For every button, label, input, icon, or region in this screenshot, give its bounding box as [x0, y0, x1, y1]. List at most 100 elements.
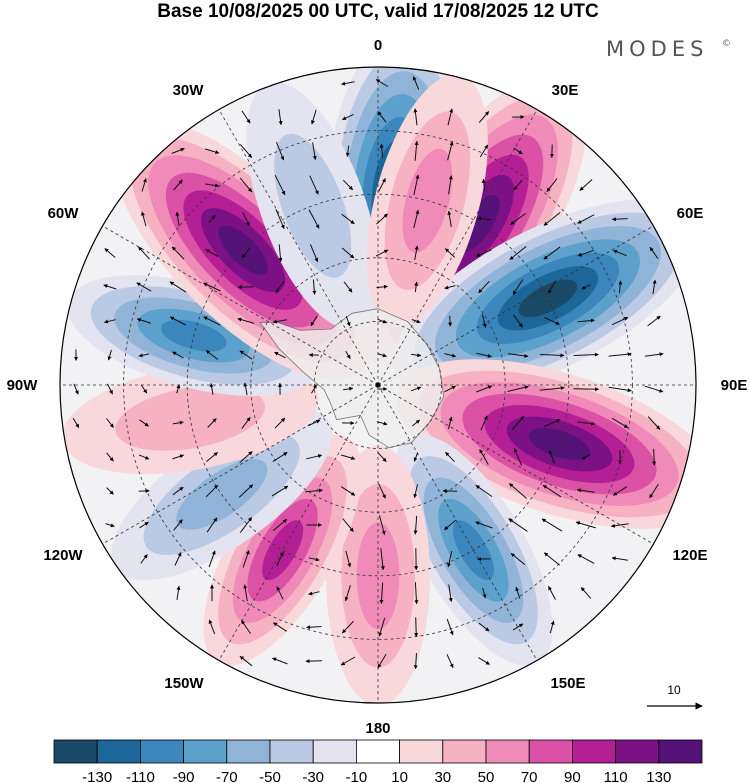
wind-vector: [138, 454, 150, 460]
wind-vector: [444, 248, 456, 258]
wind-vector: [580, 587, 592, 599]
wind-vector: [203, 282, 221, 292]
wind-vector: [577, 318, 595, 323]
wind-vector: [345, 550, 352, 568]
colorbar-swatch: [528, 739, 573, 764]
wind-vector: [240, 620, 252, 634]
wind-vector: [243, 382, 248, 396]
wind-vector: [341, 247, 355, 259]
wind-vector: [278, 244, 283, 262]
wind-vector: [274, 351, 286, 359]
wind-vector: [444, 353, 457, 358]
wind-vector: [169, 316, 186, 326]
wind-vector: [310, 315, 318, 327]
longitude-labels: 0 30W 30E 60W 60E 90W 90E 120W 120E 150W…: [7, 37, 748, 737]
wind-vector: [508, 518, 528, 532]
wind-vector: [539, 386, 565, 391]
wind-vector: [512, 623, 524, 631]
wind-vector: [410, 386, 422, 392]
wind-vector: [341, 620, 355, 634]
wind-vector: [341, 213, 355, 225]
wind-vector: [136, 318, 151, 324]
brand-copyright-mark: ©: [722, 39, 731, 49]
wind-vector: [241, 417, 251, 429]
colorbar-swatch: [183, 739, 228, 764]
wind-vector: [377, 353, 387, 358]
wind-vector: [513, 448, 523, 466]
wind-vector: [482, 587, 487, 599]
wind-vector: [107, 349, 112, 361]
anomaly-lobe: [396, 359, 696, 529]
wind-vector: [414, 140, 419, 161]
lon-label-90w: 90W: [7, 377, 39, 394]
anomaly-contour-band: [518, 279, 578, 318]
wind-vector: [644, 352, 664, 357]
wind-vector: [611, 556, 628, 561]
wind-vector: [513, 314, 523, 328]
wind-vector: [476, 352, 492, 358]
wind-vector: [278, 109, 283, 126]
wind-vector: [104, 248, 116, 258]
wind-vector: [273, 622, 287, 632]
wind-vector: [345, 145, 350, 157]
wind-vector: [173, 179, 183, 191]
wind-vector: [343, 386, 354, 391]
wind-vector: [171, 147, 185, 154]
wind-vector: [611, 217, 628, 222]
wind-vector: [206, 452, 218, 462]
wind-vector: [375, 249, 389, 257]
wind-vector: [312, 142, 317, 160]
wind-vector: [106, 487, 114, 495]
wind-vector: [544, 317, 560, 325]
wind-vector: [171, 246, 185, 260]
colorbar-tick-label: 130: [646, 769, 671, 783]
wind-vector: [541, 518, 563, 532]
wind-vector: [509, 246, 527, 260]
anomaly-contour-band: [528, 427, 591, 461]
wind-vector: [205, 484, 219, 498]
wind-vector: [138, 353, 150, 358]
wind-vector: [377, 318, 387, 324]
wind-vector: [613, 249, 627, 257]
wind-vector: [174, 552, 182, 566]
wind-vector: [239, 451, 253, 463]
wind-vector: [340, 454, 356, 460]
lon-label-150w: 150W: [164, 675, 204, 692]
wind-vector: [73, 383, 79, 395]
colorbar-tick-label: -90: [173, 769, 195, 783]
wind-vector: [542, 484, 562, 498]
wind-vector: [414, 582, 419, 605]
wind-vector: [204, 148, 220, 154]
wind-vector: [274, 417, 286, 429]
wind-vector: [305, 488, 323, 493]
colorbar-swatch: [53, 739, 98, 764]
colorbar-swatch: [442, 739, 487, 764]
wind-vector: [344, 585, 351, 602]
wind-vector: [611, 316, 629, 326]
wind-vector: [342, 179, 354, 191]
wind-vector: [307, 419, 321, 427]
wind-vector: [411, 419, 421, 427]
colorbar-swatch: [615, 739, 660, 764]
map-border: [59, 66, 697, 704]
wind-vector: [480, 415, 488, 431]
anomaly-contour-band: [274, 133, 352, 278]
wind-vector: [543, 246, 561, 260]
wind-vector: [612, 486, 628, 496]
wind-vector: [411, 319, 421, 324]
meridian-line: [377, 225, 654, 386]
wind-vector: [647, 416, 661, 430]
wind-vector: [608, 352, 632, 357]
wind-vector: [103, 284, 117, 290]
colorbar-swatch: [355, 739, 400, 764]
wind-vector: [242, 212, 250, 227]
wind-vector: [72, 418, 80, 429]
wind-vector: [448, 315, 453, 327]
wind-vector: [444, 385, 456, 393]
wind-vector: [205, 183, 220, 188]
wind-vector: [172, 454, 184, 460]
wind-vector: [242, 550, 250, 568]
lon-label-30e: 30E: [552, 82, 579, 99]
colorbar-swatch: [139, 739, 184, 764]
